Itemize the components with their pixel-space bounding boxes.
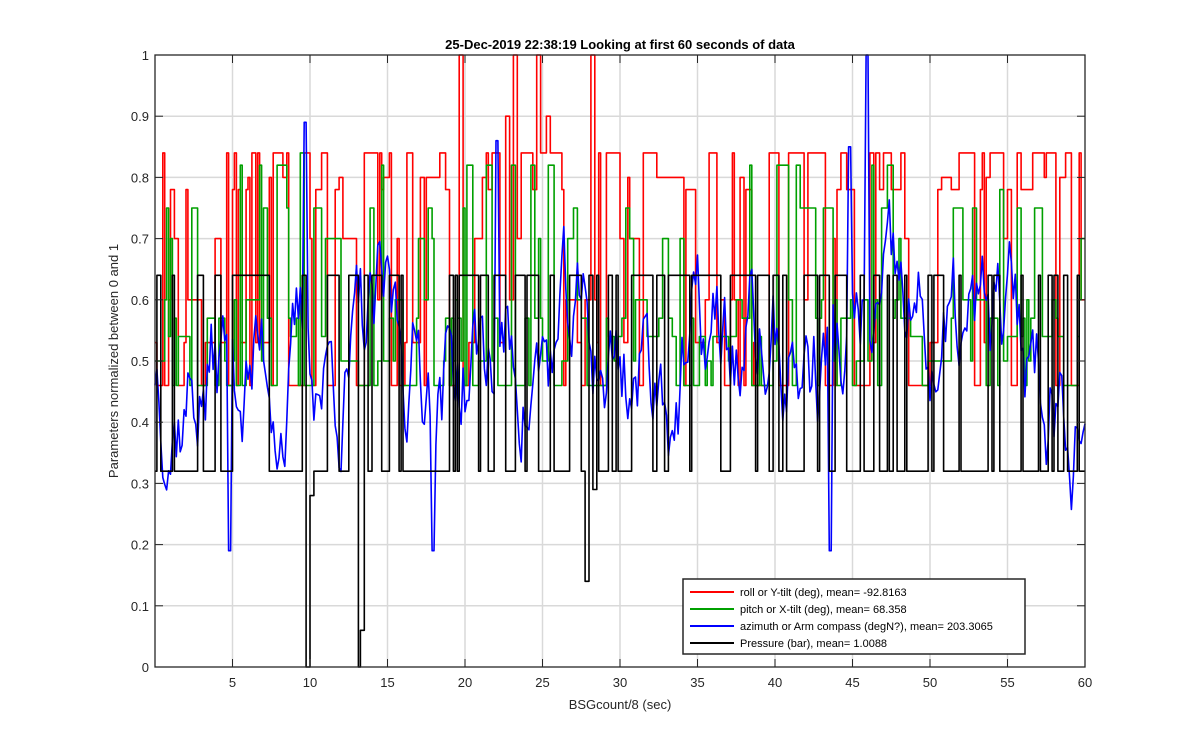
x-tick-label: 10 [303,675,317,690]
y-tick-label: 0.7 [131,232,149,247]
legend-label-azimuth: azimuth or Arm compass (degN?), mean= 20… [740,621,993,633]
tick-labels: 5 10 15 20 25 30 35 40 45 50 55 60 0 0.1 0.2 0.3 0.4 0.5 0… [131,48,1092,690]
series-line-pressure [155,274,1085,668]
series-layer [154,54,1086,668]
legend-label-pitch: pitch or X-tilt (deg), mean= 68.358 [740,604,907,616]
x-tick-label: 55 [1000,675,1014,690]
y-tick-label: 0.4 [131,415,149,430]
y-tick-label: 0 [142,660,149,675]
x-tick-label: 5 [229,675,236,690]
y-tick-label: 0.1 [131,599,149,614]
x-tick-label: 35 [690,675,704,690]
y-tick-label: 0.5 [131,354,149,369]
x-tick-label: 20 [458,675,472,690]
y-axis-label: Parameters normalized between 0 and 1 [106,244,121,478]
y-tick-label: 0.3 [131,476,149,491]
legend-box [682,578,1026,655]
legend-label-roll: roll or Y-tilt (deg), mean= -92.8163 [740,587,907,599]
legend-label-pressure: Pressure (bar), mean= 1.0088 [740,638,887,650]
x-axis-label: BSGcount/8 (sec) [569,697,672,712]
legend: roll or Y-tilt (deg), mean= -92.8163 pit… [682,578,1026,655]
y-tick-label: 0.9 [131,109,149,124]
x-tick-label: 25 [535,675,549,690]
x-tick-label: 50 [923,675,937,690]
x-tick-label: 30 [613,675,627,690]
y-tick-label: 0.8 [131,170,149,185]
series-line-azimuth [154,54,1086,552]
ticks [155,54,1086,668]
x-tick-label: 45 [845,675,859,690]
y-tick-label: 1 [142,48,149,63]
y-tick-label: 0.2 [131,538,149,553]
x-tick-label: 40 [768,675,782,690]
y-tick-label: 0.6 [131,293,149,308]
x-tick-label: 15 [380,675,394,690]
x-tick-label: 60 [1078,675,1092,690]
chart-title: 25-Dec-2019 22:38:19 Looking at first 60… [445,37,795,52]
